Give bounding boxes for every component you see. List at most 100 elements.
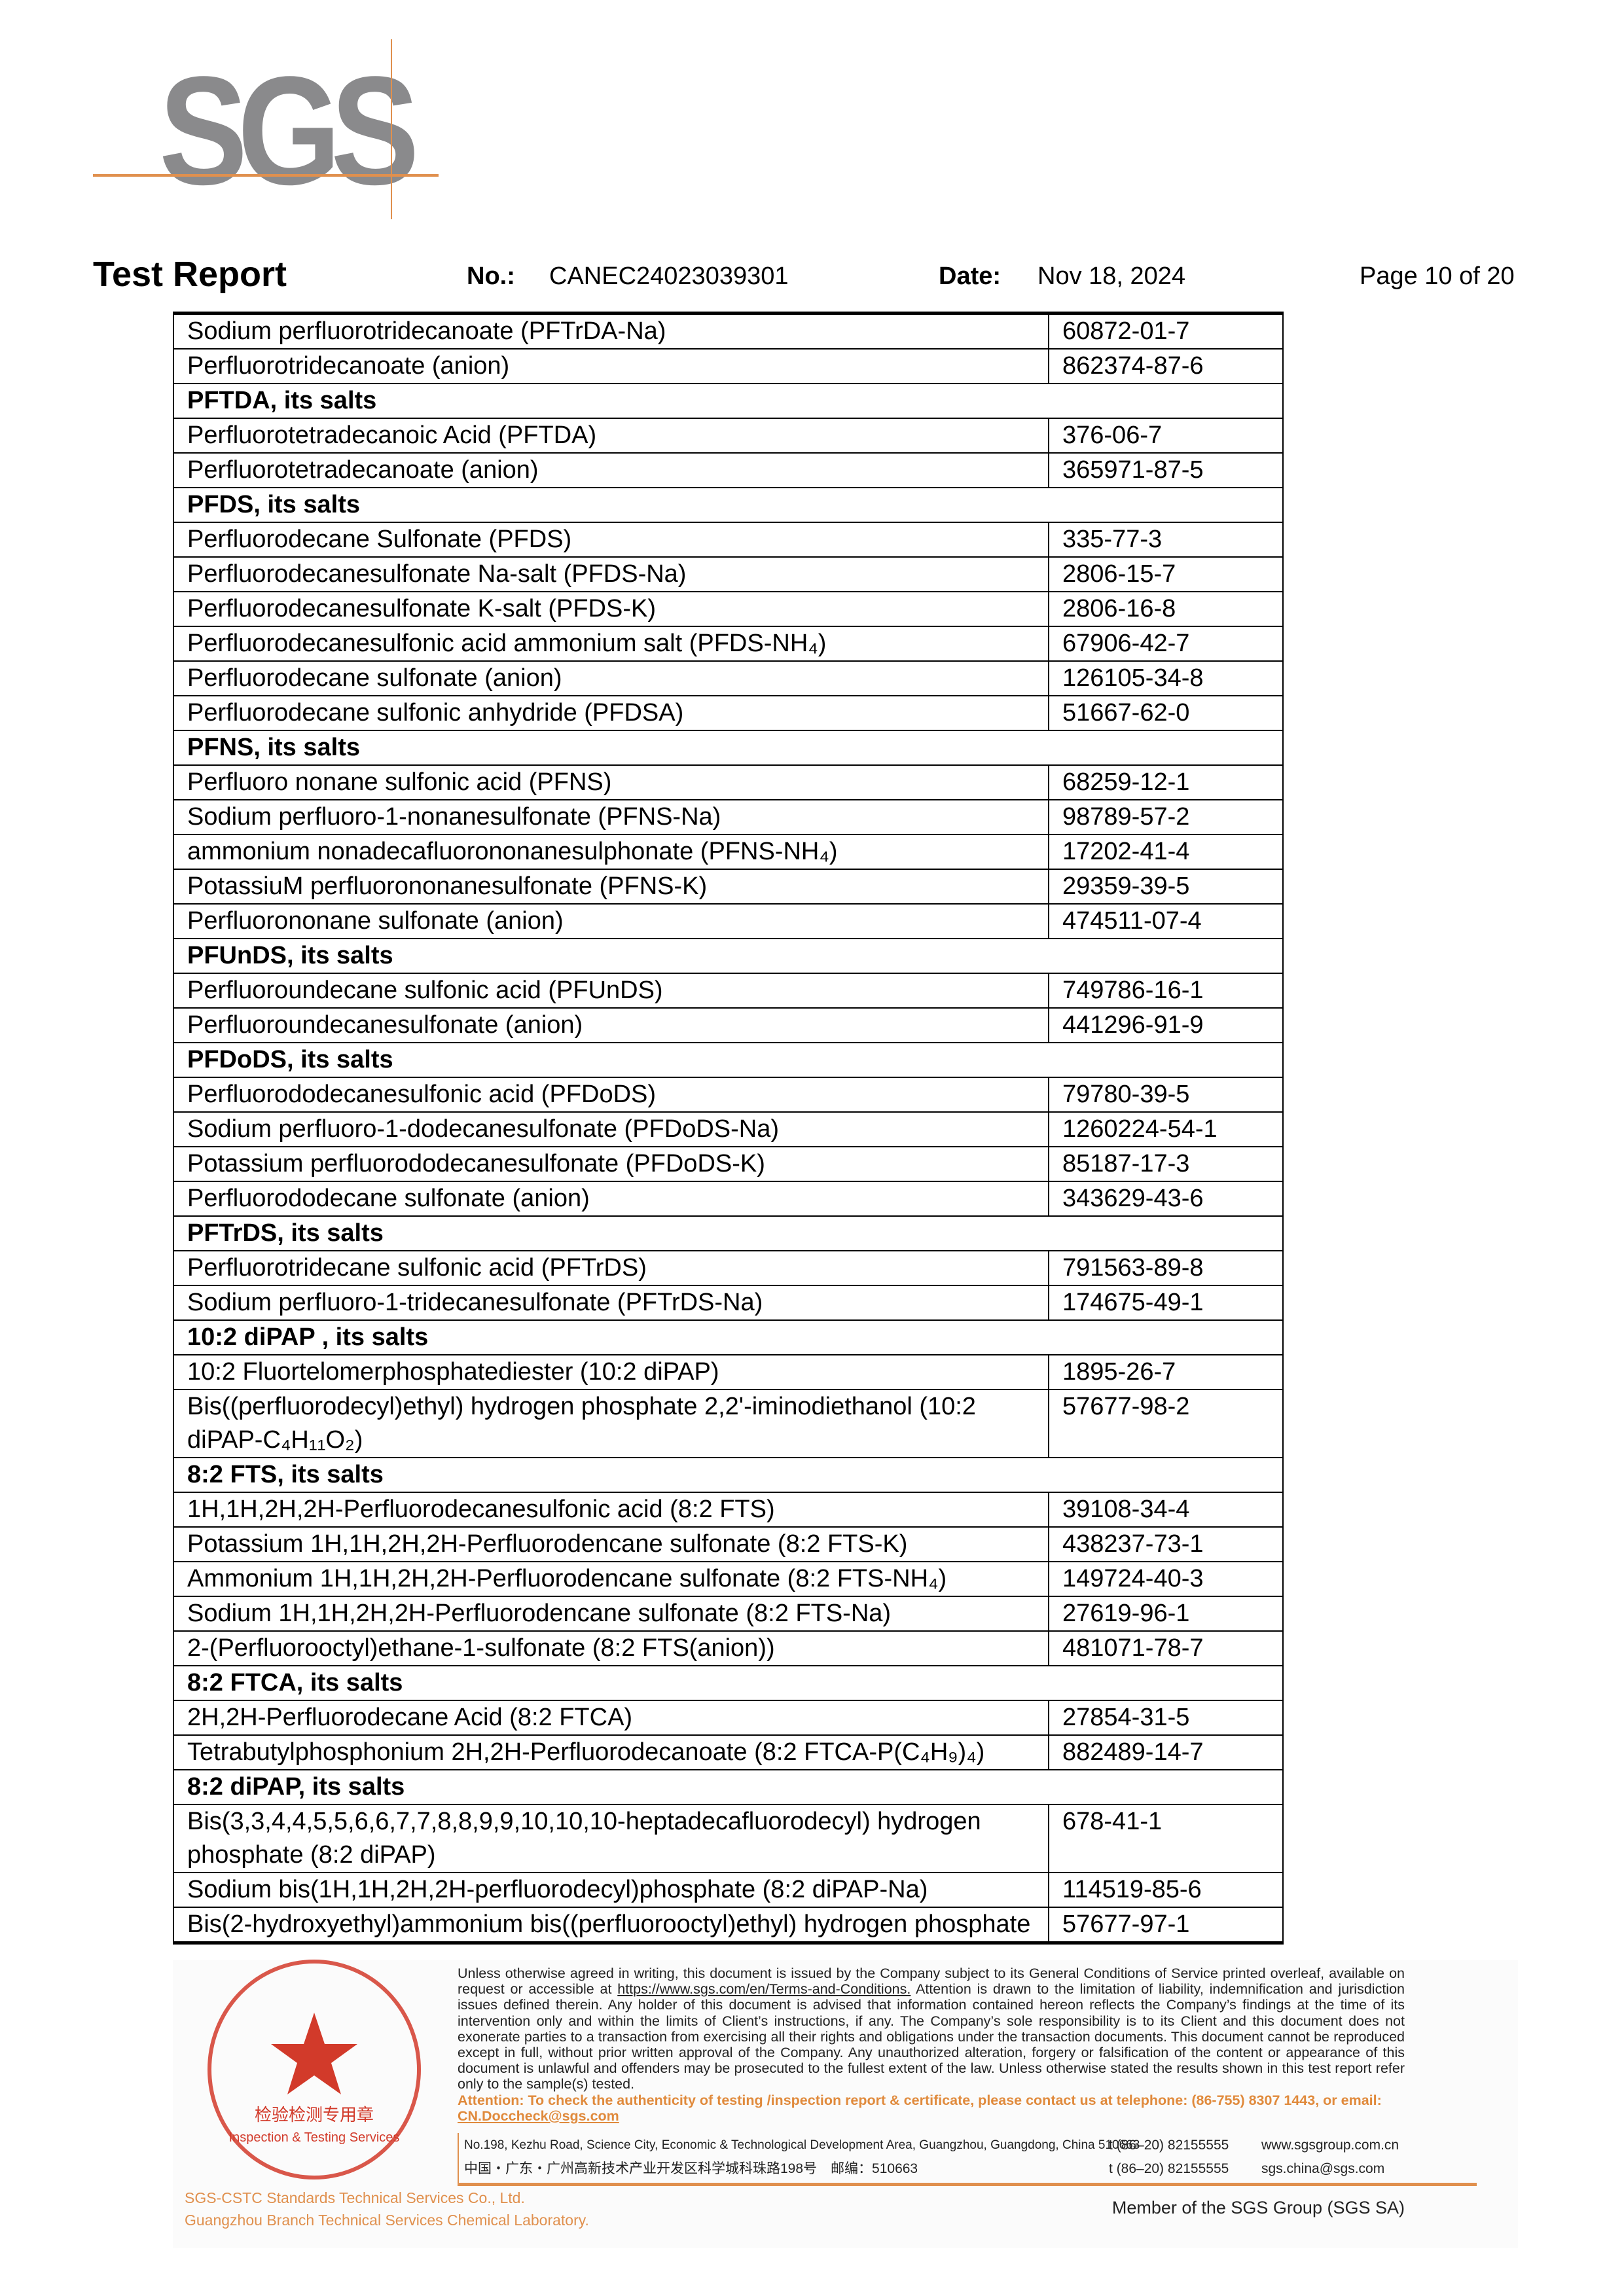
- cas-number: 51667-62-0: [1048, 695, 1284, 731]
- table-row: 10:2 Fluortelomerphosphatediester (10:2 …: [173, 1354, 1284, 1390]
- group-header-row: 8:2 diPAP, its salts: [173, 1769, 1284, 1805]
- substance-name: Tetrabutylphosphonium 2H,2H-Perfluorodec…: [173, 1734, 1049, 1770]
- report-no-value: CANEC24023039301: [549, 262, 789, 290]
- cas-number: 2806-16-8: [1048, 591, 1284, 627]
- cas-number: 17202-41-4: [1048, 834, 1284, 870]
- terms-link[interactable]: https://www.sgs.com/en/Terms-and-Conditi…: [617, 1981, 911, 1998]
- logo-divider-vertical: [391, 39, 392, 219]
- table-row: Perfluorotridecanoate (anion) 862374-87-6: [173, 348, 1284, 384]
- group-header: PFDS, its salts: [173, 487, 1284, 523]
- substance-name: Perfluorodecanesulfonate Na-salt (PFDS-N…: [173, 556, 1049, 592]
- cas-number: 79780-39-5: [1048, 1077, 1284, 1113]
- substance-name: ammonium nonadecafluorononanesulphonate …: [173, 834, 1049, 870]
- disclaimer-part-2: Attention is drawn to the limitation of …: [458, 1981, 1405, 2092]
- substance-name: Potassium 1H,1H,2H,2H-Perfluorodencane s…: [173, 1526, 1049, 1562]
- substance-name: Potassium perfluorododecanesulfonate (PF…: [173, 1146, 1049, 1182]
- cas-number: 365971-87-5: [1048, 452, 1284, 488]
- cas-number: 862374-87-6: [1048, 348, 1284, 384]
- cas-number: 474511-07-4: [1048, 903, 1284, 939]
- substance-name: Perfluorodecane Sulfonate (PFDS): [173, 522, 1049, 558]
- logo-divider: [93, 174, 439, 177]
- cas-number: 678-41-1: [1048, 1804, 1284, 1873]
- substance-name: Perfluorotetradecanoate (anion): [173, 452, 1049, 488]
- cas-number: 126105-34-8: [1048, 660, 1284, 696]
- cas-number: 39108-34-4: [1048, 1492, 1284, 1528]
- website[interactable]: www.sgsgroup.com.cn: [1261, 2138, 1399, 2153]
- svg-text:检验检测专用章: 检验检测专用章: [255, 2106, 374, 2125]
- doccheck-email-link[interactable]: CN.Doccheck@sgs.com: [458, 2108, 619, 2124]
- substance-name: Perfluorononane sulfonate (anion): [173, 903, 1049, 939]
- group-header-row: 10:2 diPAP , its salts: [173, 1319, 1284, 1355]
- cas-number: 68259-12-1: [1048, 764, 1284, 800]
- group-header-row: PFTrDS, its salts: [173, 1215, 1284, 1251]
- cas-number: 29359-39-5: [1048, 869, 1284, 905]
- substance-name: Bis((perfluorodecyl)ethyl) hydrogen phos…: [173, 1389, 1049, 1458]
- cas-number: 27854-31-5: [1048, 1700, 1284, 1736]
- svg-text:Inspection & Testing Services: Inspection & Testing Services: [229, 2130, 400, 2145]
- contact-email[interactable]: sgs.china@sgs.com: [1261, 2161, 1385, 2177]
- group-header: PFDoDS, its salts: [173, 1042, 1284, 1078]
- group-header-row: 8:2 FTCA, its salts: [173, 1665, 1284, 1701]
- substance-name: 2H,2H-Perfluorodecane Acid (8:2 FTCA): [173, 1700, 1049, 1736]
- table-row: Sodium perfluorotridecanoate (PFTrDA-Na)…: [173, 312, 1284, 350]
- group-header-row: 8:2 FTS, its salts: [173, 1457, 1284, 1493]
- date-label: Date:: [939, 262, 1001, 290]
- table-row: Bis((perfluorodecyl)ethyl) hydrogen phos…: [173, 1389, 1284, 1458]
- sgs-logo: SGS: [159, 45, 420, 217]
- table-row: Tetrabutylphosphonium 2H,2H-Perfluorodec…: [173, 1734, 1284, 1770]
- cas-number: 98789-57-2: [1048, 799, 1284, 835]
- substance-name: Sodium perfluorotridecanoate (PFTrDA-Na): [173, 312, 1049, 350]
- substance-name: Bis(2-hydroxyethyl)ammonium bis((perfluo…: [173, 1907, 1049, 1944]
- substance-name: Perfluorododecane sulfonate (anion): [173, 1181, 1049, 1217]
- table-row: Perfluorotetradecanoate (anion) 365971-87…: [173, 452, 1284, 488]
- substance-name: Perfluoroundecanesulfonate (anion): [173, 1007, 1049, 1043]
- table-row: 2H,2H-Perfluorodecane Acid (8:2 FTCA) 278…: [173, 1700, 1284, 1736]
- substance-name: 1H,1H,2H,2H-Perfluorodecanesulfonic acid…: [173, 1492, 1049, 1528]
- table-row: Perfluorodecane sulfonic anhydride (PFDS…: [173, 695, 1284, 731]
- cas-number: 791563-89-8: [1048, 1250, 1284, 1286]
- cas-number: 438237-73-1: [1048, 1526, 1284, 1562]
- group-header-row: PFNS, its salts: [173, 730, 1284, 766]
- attention-text: Attention: To check the authenticity of …: [458, 2092, 1405, 2124]
- report-title: Test Report: [93, 255, 287, 294]
- cas-number: 441296-91-9: [1048, 1007, 1284, 1043]
- substance-name: Sodium perfluoro-1-dodecanesulfonate (PF…: [173, 1111, 1049, 1147]
- cas-number: 57677-98-2: [1048, 1389, 1284, 1458]
- group-header: PFTrDS, its salts: [173, 1215, 1284, 1251]
- cas-number: 85187-17-3: [1048, 1146, 1284, 1182]
- footer-text-block: Unless otherwise agreed in writing, this…: [458, 1965, 1477, 2218]
- telephone-2: t (86–20) 82155555: [1109, 2161, 1229, 2177]
- table-row: Perfluoroundecane sulfonic acid (PFUnDS)…: [173, 973, 1284, 1009]
- disclaimer-text: Unless otherwise agreed in writing, this…: [458, 1965, 1405, 2092]
- group-header: 10:2 diPAP , its salts: [173, 1319, 1284, 1355]
- attention-message: Attention: To check the authenticity of …: [458, 2092, 1382, 2108]
- group-header-row: PFDoDS, its salts: [173, 1042, 1284, 1078]
- group-header: PFUnDS, its salts: [173, 938, 1284, 974]
- table-row: Bis(2-hydroxyethyl)ammonium bis((perfluo…: [173, 1907, 1284, 1944]
- lab-name-line-1: SGS-CSTC Standards Technical Services Co…: [185, 2189, 525, 2206]
- table-row: Perfluoro nonane sulfonic acid (PFNS) 682…: [173, 764, 1284, 800]
- substance-name: Perfluoro nonane sulfonic acid (PFNS): [173, 764, 1049, 800]
- table-row: ammonium nonadecafluorononanesulphonate …: [173, 834, 1284, 870]
- substance-name: Ammonium 1H,1H,2H,2H-Perfluorodencane su…: [173, 1561, 1049, 1597]
- report-no-label: No.:: [467, 262, 515, 290]
- footer: 检验检测专用章 Inspection & Testing Services SG…: [173, 1960, 1518, 2248]
- cas-number: 57677-97-1: [1048, 1907, 1284, 1944]
- substance-name: Sodium perfluoro-1-tridecanesulfonate (P…: [173, 1285, 1049, 1321]
- table-row: Potassium perfluorododecanesulfonate (PF…: [173, 1146, 1284, 1182]
- group-header-row: PFDS, its salts: [173, 487, 1284, 523]
- group-header-row: PFUnDS, its salts: [173, 938, 1284, 974]
- substance-name: Perfluorodecane sulfonate (anion): [173, 660, 1049, 696]
- cas-number: 1895-26-7: [1048, 1354, 1284, 1390]
- substance-name: Perfluorodecane sulfonic anhydride (PFDS…: [173, 695, 1049, 731]
- table-row: Perfluorodecanesulfonate K-salt (PFDS-K)…: [173, 591, 1284, 627]
- substance-name: Perfluorotridecanoate (anion): [173, 348, 1049, 384]
- table-row: Potassium 1H,1H,2H,2H-Perfluorodencane s…: [173, 1526, 1284, 1562]
- table-row: Sodium perfluoro-1-dodecanesulfonate (PF…: [173, 1111, 1284, 1147]
- group-header: PFTDA, its salts: [173, 383, 1284, 419]
- substance-name: Perfluoroundecane sulfonic acid (PFUnDS): [173, 973, 1049, 1009]
- table-row: Sodium 1H,1H,2H,2H-Perfluorodencane sulf…: [173, 1596, 1284, 1632]
- table-row: Sodium perfluoro-1-nonanesulfonate (PFNS…: [173, 799, 1284, 835]
- address-chinese: 中国・广东・广州高新技术产业开发区科学城科珠路198号 邮编：510663: [464, 2161, 918, 2177]
- sgs-group-membership: Member of the SGS Group (SGS SA): [1111, 2198, 1405, 2218]
